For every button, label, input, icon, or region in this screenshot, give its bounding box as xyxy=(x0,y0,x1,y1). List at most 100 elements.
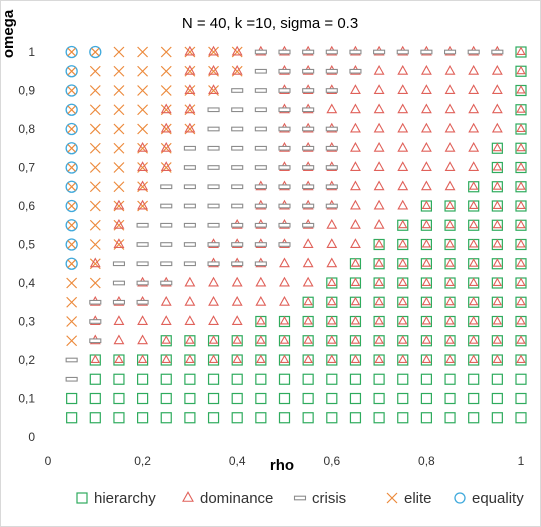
crisis-marker xyxy=(160,203,173,209)
dominance-marker xyxy=(279,315,290,325)
dominance-marker xyxy=(420,180,432,191)
dominance-marker xyxy=(444,161,456,171)
hierarchy-marker xyxy=(468,373,480,385)
dominance-marker xyxy=(516,84,526,94)
y-tick-label: 0,5 xyxy=(18,238,35,252)
hierarchy-marker xyxy=(184,412,196,424)
x-tick-label: 1 xyxy=(518,454,525,468)
dominance-marker xyxy=(184,276,196,287)
dominance-marker xyxy=(398,277,408,287)
crisis-marker xyxy=(396,49,409,55)
crisis-marker xyxy=(183,184,196,190)
dominance-marker xyxy=(492,181,503,190)
dominance-marker xyxy=(303,315,313,325)
dominance-marker xyxy=(444,122,456,133)
dominance-marker xyxy=(444,141,456,152)
elite-marker xyxy=(113,142,125,154)
dominance-marker xyxy=(113,199,125,210)
dominance-marker xyxy=(208,84,219,94)
dominance-marker xyxy=(468,238,479,248)
dominance-marker xyxy=(492,277,503,287)
dominance-marker xyxy=(350,84,361,94)
dominance-marker xyxy=(516,65,526,75)
dominance-marker xyxy=(468,161,480,171)
dominance-marker xyxy=(491,84,503,94)
dominance-marker xyxy=(516,219,526,229)
dominance-marker xyxy=(397,103,409,114)
hierarchy-marker xyxy=(137,373,149,385)
dominance-marker xyxy=(373,64,385,75)
crisis-marker xyxy=(325,165,338,170)
hierarchy-marker xyxy=(255,373,267,385)
dominance-marker xyxy=(468,219,479,229)
dominance-marker xyxy=(468,84,480,94)
hierarchy-marker xyxy=(444,412,456,424)
crisis-marker xyxy=(302,88,315,93)
dominance-marker xyxy=(373,218,385,229)
hierarchy-marker xyxy=(137,392,149,405)
dominance-marker xyxy=(279,257,290,268)
equality-marker xyxy=(65,238,78,251)
dominance-marker xyxy=(161,354,171,364)
hierarchy-marker xyxy=(397,392,409,405)
crisis-marker xyxy=(231,107,244,113)
y-tick-label: 0,9 xyxy=(18,84,35,98)
crisis-marker xyxy=(89,299,102,305)
elite-marker xyxy=(89,65,101,77)
elite-marker xyxy=(137,104,149,116)
equality-marker xyxy=(65,180,78,193)
dominance-marker xyxy=(468,181,479,190)
crisis-marker xyxy=(136,242,149,247)
hierarchy-marker xyxy=(349,392,362,405)
dominance-marker xyxy=(350,258,361,267)
dominance-marker xyxy=(420,84,432,94)
dominance-marker xyxy=(468,103,480,114)
crisis-marker xyxy=(231,165,244,170)
dominance-marker xyxy=(231,45,243,56)
hierarchy-marker xyxy=(255,412,267,424)
dominance-marker xyxy=(492,161,503,171)
elite-marker xyxy=(113,162,125,173)
dominance-marker xyxy=(421,219,432,229)
crisis-marker xyxy=(136,261,149,267)
hierarchy-marker xyxy=(302,412,314,424)
crisis-marker xyxy=(254,145,267,151)
dominance-marker xyxy=(468,64,480,75)
equality-marker xyxy=(65,161,78,174)
hierarchy-marker xyxy=(184,392,196,405)
dominance-marker xyxy=(89,257,101,268)
crisis-marker xyxy=(112,299,125,305)
elite-marker xyxy=(137,46,149,58)
crisis-marker xyxy=(65,357,78,363)
elite-marker xyxy=(89,104,101,116)
crisis-marker xyxy=(302,165,315,170)
dominance-marker xyxy=(160,122,172,133)
dominance-marker xyxy=(137,161,149,171)
dominance-marker xyxy=(185,354,195,364)
dominance-marker xyxy=(256,335,266,344)
dominance-marker xyxy=(468,315,479,325)
dominance-marker xyxy=(231,315,243,325)
dominance-marker xyxy=(184,315,196,325)
elite-marker xyxy=(160,46,172,58)
dominance-marker xyxy=(516,277,526,287)
hierarchy-marker xyxy=(373,392,385,405)
dominance-marker xyxy=(516,200,526,210)
crisis-marker xyxy=(278,107,291,113)
equality-marker xyxy=(65,45,78,59)
dominance-marker xyxy=(137,315,149,325)
equality-marker xyxy=(65,219,78,232)
dominance-marker xyxy=(374,277,384,287)
equality-marker xyxy=(89,45,102,59)
crisis-marker xyxy=(207,203,220,209)
dominance-marker xyxy=(231,276,243,287)
dominance-marker xyxy=(398,258,408,267)
hierarchy-marker xyxy=(349,412,362,424)
crisis-marker xyxy=(254,222,267,228)
crisis-marker xyxy=(183,145,196,151)
hierarchy-marker xyxy=(420,392,432,405)
hierarchy-marker xyxy=(444,392,456,405)
dominance-marker xyxy=(374,258,384,267)
elite-marker xyxy=(66,277,78,289)
dominance-marker xyxy=(137,199,149,210)
